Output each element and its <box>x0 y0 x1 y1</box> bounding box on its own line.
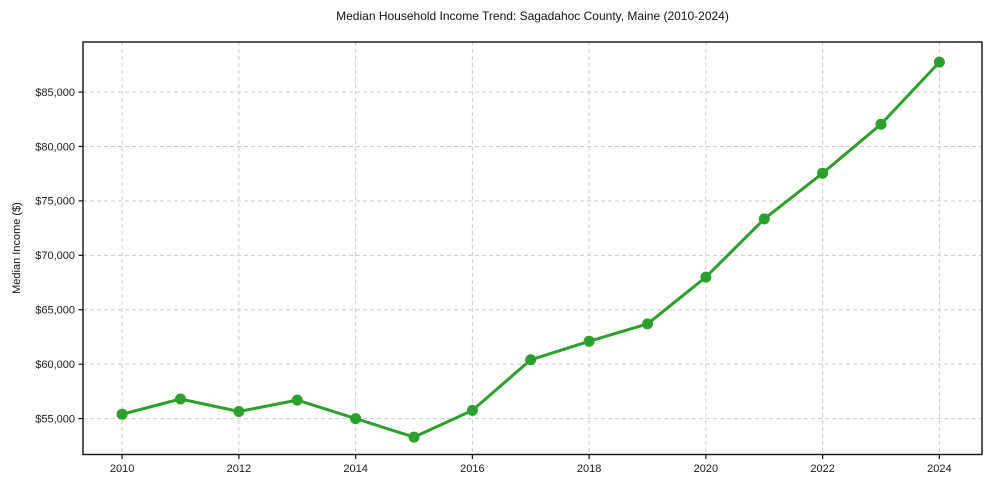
data-point-marker <box>642 318 653 330</box>
data-point-marker <box>583 335 595 347</box>
trend-line <box>120 60 941 439</box>
data-point-marker <box>350 413 362 425</box>
x-tick-label: 2024 <box>927 463 951 475</box>
y-tick-label: $75,000 <box>35 196 75 208</box>
x-tick-label: 2020 <box>694 463 718 475</box>
data-point-marker <box>408 431 420 443</box>
data-point-marker <box>875 118 887 130</box>
y-tick-label: $80,000 <box>35 141 75 153</box>
data-point-marker <box>175 393 186 405</box>
x-tick-label: 2012 <box>227 463 251 475</box>
x-tick-label: 2014 <box>343 463 367 475</box>
x-tick-label: 2022 <box>810 463 834 475</box>
y-tick-label: $70,000 <box>35 250 75 262</box>
data-point-marker <box>291 394 303 406</box>
data-point-marker <box>933 56 945 68</box>
data-point-marker <box>817 167 829 179</box>
data-point-marker <box>466 404 478 416</box>
plot-border <box>82 41 983 456</box>
data-point-marker <box>758 213 770 225</box>
data-point-marker <box>233 406 245 417</box>
data-point-marker <box>116 408 128 420</box>
y-tick-label: $60,000 <box>35 359 75 371</box>
y-tick-label: $55,000 <box>35 413 75 425</box>
chart-title: Median Household Income Trend: Sagadahoc… <box>336 9 729 23</box>
y-tick-label: $85,000 <box>35 87 75 99</box>
y-tick-label: $65,000 <box>35 305 75 317</box>
x-tick-label: 2018 <box>577 463 601 475</box>
data-point-marker <box>525 354 537 366</box>
data-point-marker <box>700 271 712 283</box>
x-tick-label: 2010 <box>110 463 134 475</box>
x-tick-label: 2016 <box>460 463 484 475</box>
